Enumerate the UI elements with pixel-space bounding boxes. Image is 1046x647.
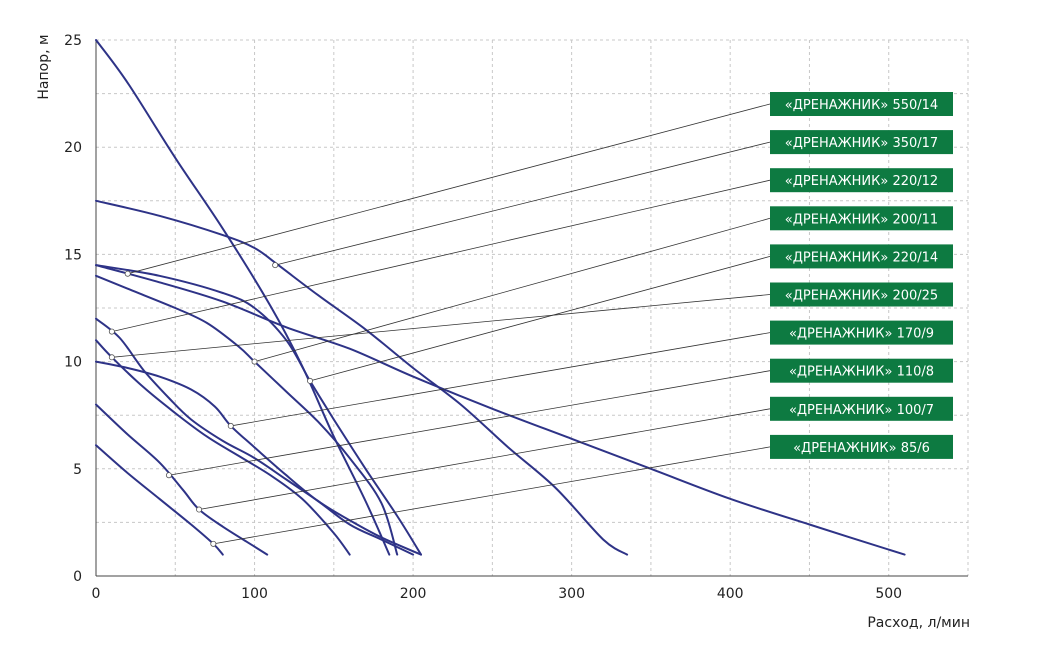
- series-marker: [227, 422, 234, 429]
- y-tick-label: 25: [64, 33, 82, 49]
- y-tick-label: 0: [73, 569, 82, 585]
- series-line: [95, 39, 391, 556]
- series-marker: [251, 358, 258, 365]
- y-tick-label: 15: [64, 247, 82, 263]
- legend-badge: [770, 282, 953, 307]
- legend-label: «ДРЕНАЖНИК» 350/17: [785, 136, 938, 151]
- legend-item: «ДРЕНАЖНИК» 200/11: [770, 206, 953, 231]
- series-line: [95, 360, 422, 556]
- series-marker: [165, 472, 172, 479]
- legend-label: «ДРЕНАЖНИК» 85/6: [793, 441, 930, 456]
- series-marker: [272, 262, 279, 269]
- leader-line: [213, 446, 771, 545]
- legend-badge: [770, 244, 953, 269]
- series-markers: [108, 262, 314, 547]
- legend: «ДРЕНАЖНИК» 550/14 «ДРЕНАЖНИК» 350/17 «ДРЕ…: [770, 92, 953, 459]
- legend-item: «ДРЕНАЖНИК» 170/9: [770, 320, 953, 345]
- legend-label: «ДРЕНАЖНИК» 220/12: [785, 174, 938, 189]
- series-line: [95, 199, 629, 556]
- legend-badge: [770, 396, 953, 421]
- legend-label: «ДРЕНАЖНИК» 200/25: [785, 289, 938, 304]
- x-tick-label: 300: [558, 586, 585, 602]
- legend-item: «ДРЕНАЖНИК» 100/7: [770, 396, 953, 421]
- legend-label: «ДРЕНАЖНИК» 220/14: [785, 250, 938, 265]
- legend-badge: [770, 320, 953, 345]
- legend-leader-lines: [111, 103, 771, 545]
- legend-item: «ДРЕНАЖНИК» 110/8: [770, 358, 953, 383]
- x-tick-label: 500: [875, 586, 902, 602]
- leader-line: [168, 370, 771, 476]
- legend-item: «ДРЕНАЖНИК» 350/17: [770, 130, 953, 155]
- axes: [95, 40, 968, 577]
- leader-line: [230, 332, 771, 427]
- series-line: [95, 264, 422, 556]
- x-axis-title: Расход, л/мин: [867, 615, 970, 631]
- x-tick-labels: 0 100 200 300 400 500: [92, 586, 903, 602]
- legend-badge: [770, 130, 953, 155]
- legend-badge: [770, 206, 953, 231]
- legend-item: «ДРЕНАЖНИК» 200/25: [770, 282, 953, 307]
- y-tick-label: 10: [64, 355, 82, 371]
- legend-badge: [770, 434, 953, 459]
- grid: [96, 39, 969, 576]
- legend-item: «ДРЕНАЖНИК» 85/6: [770, 434, 953, 459]
- series-line: [95, 339, 351, 556]
- series-marker: [108, 328, 115, 335]
- leader-line: [275, 141, 771, 266]
- legend-badge: [770, 168, 953, 193]
- series-marker: [196, 506, 203, 513]
- legend-badge: [770, 92, 953, 116]
- legend-label: «ДРЕНАЖНИК» 200/11: [785, 212, 938, 227]
- legend-badge: [770, 358, 953, 383]
- x-tick-label: 0: [92, 586, 101, 602]
- x-tick-label: 200: [400, 586, 427, 602]
- legend-label: «ДРЕНАЖНИК» 170/9: [789, 327, 934, 342]
- legend-item: «ДРЕНАЖНИК» 220/14: [770, 244, 953, 269]
- legend-label: «ДРЕНАЖНИК» 110/8: [789, 365, 934, 380]
- legend-item: «ДРЕНАЖНИК» 220/12: [770, 168, 953, 193]
- series-marker: [108, 354, 115, 361]
- series-marker: [210, 540, 217, 547]
- leader-line: [111, 294, 771, 358]
- legend-item: «ДРЕНАЖНИК» 550/14: [770, 92, 953, 116]
- y-axis-title: Напор, м: [36, 34, 52, 99]
- leader-line: [111, 179, 771, 332]
- series-line: [95, 317, 415, 556]
- y-tick-label: 20: [64, 140, 82, 156]
- x-tick-label: 100: [241, 586, 268, 602]
- y-tick-labels: 0 5 10 15 20 25: [64, 33, 82, 585]
- series-curves: [95, 39, 906, 556]
- series-line: [95, 403, 269, 556]
- series-marker: [124, 270, 131, 277]
- x-tick-label: 400: [717, 586, 744, 602]
- series-line: [95, 264, 906, 556]
- leader-line: [127, 103, 771, 275]
- legend-label: «ДРЕНАЖНИК» 100/7: [789, 403, 934, 418]
- legend-label: «ДРЕНАЖНИК» 550/14: [785, 98, 938, 113]
- leader-line: [198, 408, 771, 510]
- y-tick-label: 5: [73, 462, 82, 478]
- leader-line: [254, 217, 771, 362]
- series-marker: [307, 377, 314, 384]
- leader-line: [309, 256, 771, 382]
